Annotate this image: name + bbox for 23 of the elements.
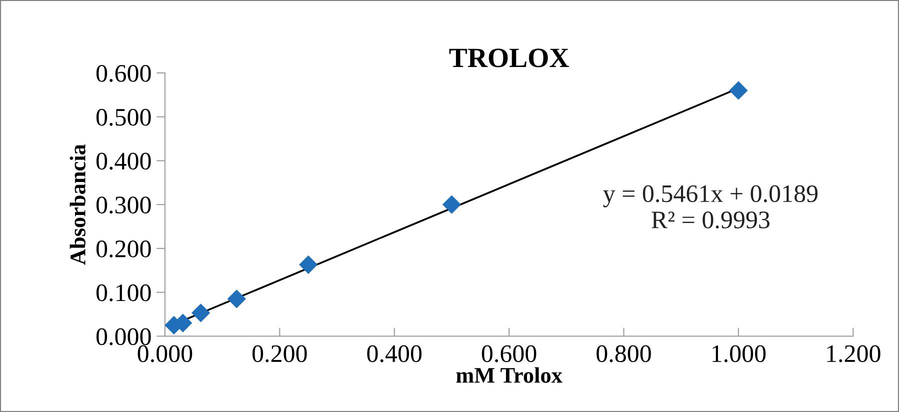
- x-tick-label: 0.000: [138, 345, 192, 362]
- x-axis-title: mM Trolox: [456, 367, 562, 383]
- x-tick-label: 1.200: [827, 345, 880, 362]
- y-tick-label: 0.300: [96, 196, 151, 214]
- chart-title: TROLOX: [449, 48, 569, 68]
- y-tick-label: 0.500: [96, 108, 151, 126]
- x-tick-label: 0.600: [482, 345, 536, 362]
- y-tick-label: 0.400: [96, 152, 151, 170]
- y-tick-label: 0.000: [96, 328, 151, 346]
- point: [729, 81, 748, 100]
- y-tick-label: 0.200: [96, 240, 151, 258]
- y-axis-title: Absorbancia: [70, 144, 86, 265]
- x-tick-label: 1.000: [712, 345, 766, 362]
- point: [299, 255, 318, 274]
- x-tick-label: 0.200: [252, 345, 307, 362]
- point: [227, 290, 246, 308]
- x-tick-label: 0.800: [596, 345, 651, 362]
- point: [442, 195, 462, 214]
- x-tick-label: 0.400: [367, 345, 422, 362]
- y-tick-label: 0.600: [96, 64, 151, 82]
- annotation: y = 0.5461x + 0.0189 R² = 0.9993: [603, 185, 818, 228]
- point: [191, 304, 210, 322]
- y-tick-label: 0.100: [96, 284, 151, 302]
